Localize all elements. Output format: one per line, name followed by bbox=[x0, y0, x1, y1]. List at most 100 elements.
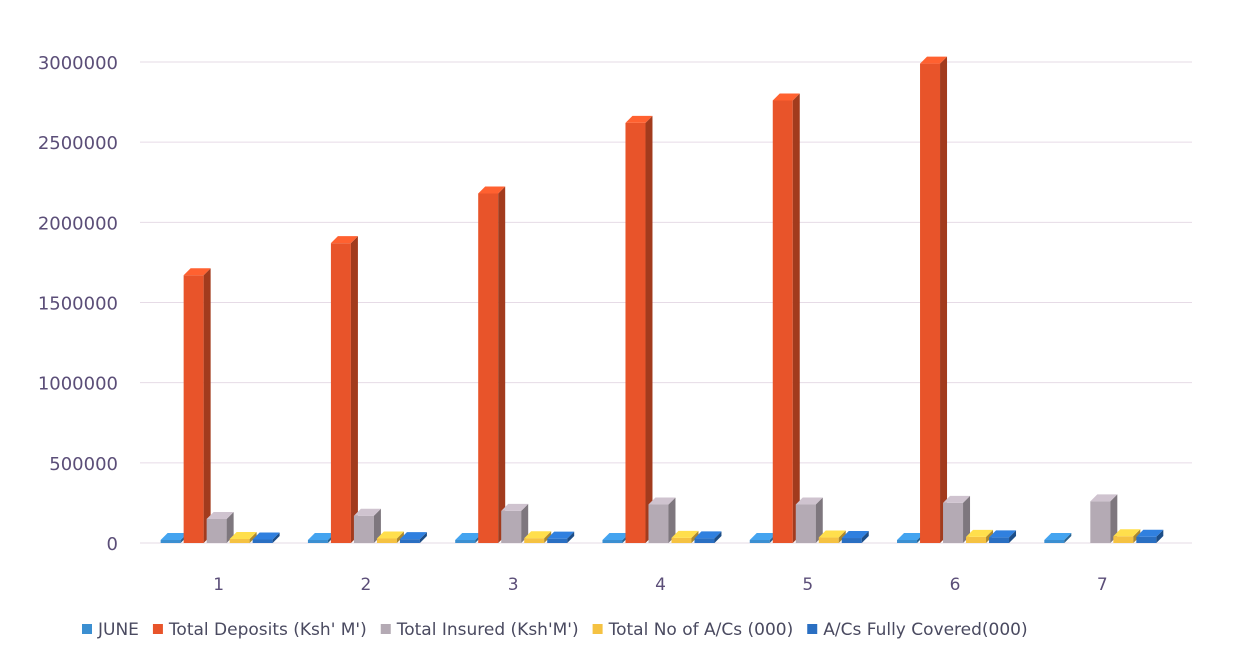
y-tick-label: 1000000 bbox=[38, 374, 118, 395]
legend-label: Total No of A/Cs (000) bbox=[608, 620, 794, 640]
bar-front bbox=[1113, 536, 1134, 543]
bar-top bbox=[160, 533, 188, 540]
y-tick-label: 2000000 bbox=[38, 213, 118, 234]
bar-front bbox=[989, 537, 1010, 543]
bar-top bbox=[183, 268, 211, 276]
x-tick-label: 3 bbox=[508, 575, 519, 595]
bar bbox=[1044, 533, 1072, 543]
bar-top bbox=[229, 531, 257, 539]
bar-side bbox=[1133, 529, 1141, 543]
bar-side bbox=[249, 531, 257, 543]
bar-top bbox=[818, 530, 846, 538]
bar-side bbox=[691, 530, 699, 543]
bar-top bbox=[602, 533, 630, 540]
bar bbox=[376, 531, 404, 543]
bar-side bbox=[1156, 529, 1164, 543]
legend-item: A/Cs Fully Covered(000) bbox=[807, 620, 1028, 640]
x-tick-label: 7 bbox=[1097, 575, 1108, 595]
bar-side bbox=[861, 531, 869, 543]
legend-swatch bbox=[82, 624, 92, 634]
bar-side bbox=[645, 115, 653, 543]
bar-top bbox=[1090, 494, 1118, 502]
bar-side bbox=[986, 529, 994, 543]
bar bbox=[648, 497, 676, 543]
bar-top bbox=[943, 495, 971, 503]
bar-front bbox=[772, 100, 793, 543]
bar-top bbox=[920, 56, 948, 64]
bar bbox=[671, 530, 699, 543]
bar-top bbox=[501, 503, 529, 511]
bar-side bbox=[940, 56, 948, 543]
bar-front bbox=[966, 536, 987, 543]
x-tick-label: 4 bbox=[655, 575, 666, 595]
bar-side bbox=[714, 531, 722, 543]
bar-top bbox=[376, 531, 404, 539]
bar-side bbox=[396, 531, 404, 543]
bar-front bbox=[524, 538, 545, 543]
bar bbox=[795, 497, 823, 543]
bar-front bbox=[501, 510, 522, 543]
bar bbox=[399, 532, 427, 543]
bar-front bbox=[671, 537, 692, 543]
x-tick-label: 5 bbox=[802, 575, 813, 595]
bar-front bbox=[920, 63, 941, 543]
bar-front bbox=[206, 518, 227, 543]
bar-front bbox=[307, 540, 328, 543]
bar-top bbox=[694, 531, 722, 539]
bar bbox=[966, 529, 994, 543]
bar-top bbox=[455, 533, 483, 540]
bar bbox=[478, 186, 506, 543]
bar bbox=[524, 531, 552, 543]
bar-top bbox=[841, 531, 869, 539]
bar-top bbox=[252, 532, 280, 540]
bar-front bbox=[547, 538, 568, 543]
bar bbox=[353, 508, 381, 543]
y-tick-label: 1500000 bbox=[38, 294, 118, 315]
bar bbox=[229, 531, 257, 543]
bar bbox=[183, 268, 211, 543]
bar bbox=[307, 533, 335, 543]
y-axis-ticks: 0 500000 1000000 1500000 2000000 2500000 30000… bbox=[38, 53, 118, 555]
bar-top bbox=[749, 533, 777, 540]
legend-swatch bbox=[152, 624, 163, 634]
x-tick-label: 6 bbox=[950, 575, 961, 595]
bar bbox=[160, 533, 188, 543]
bar-top bbox=[206, 511, 234, 519]
bar-front bbox=[1044, 540, 1065, 543]
bar-top bbox=[1044, 533, 1072, 540]
bar-top bbox=[399, 532, 427, 540]
y-tick-label: 0 bbox=[107, 534, 118, 555]
legend-label: JUNE bbox=[97, 620, 139, 640]
bar-top bbox=[524, 531, 552, 539]
bar-top bbox=[478, 186, 506, 194]
y-tick-label: 500000 bbox=[49, 454, 118, 475]
bar bbox=[818, 530, 846, 543]
bar-front bbox=[897, 540, 918, 543]
bar-top bbox=[330, 236, 358, 244]
bar-front bbox=[694, 538, 715, 543]
bar-top bbox=[795, 497, 823, 505]
bar-side bbox=[373, 508, 381, 543]
legend: JUNE Total Deposits (Ksh' M') Total Insure… bbox=[82, 620, 1028, 640]
bar bbox=[749, 533, 777, 543]
bar-front bbox=[1136, 536, 1157, 543]
bar-side bbox=[963, 495, 971, 543]
x-tick-label: 2 bbox=[361, 575, 372, 595]
bar bbox=[989, 530, 1017, 543]
bar-front bbox=[160, 540, 181, 543]
bar bbox=[625, 115, 653, 543]
bar bbox=[897, 533, 925, 543]
bar-front bbox=[795, 504, 816, 543]
bar-top bbox=[353, 508, 381, 516]
bar-front bbox=[376, 538, 397, 543]
bar bbox=[501, 503, 529, 543]
bar bbox=[252, 532, 280, 543]
bar-front bbox=[399, 539, 420, 543]
bar-front bbox=[229, 538, 250, 543]
bar-top bbox=[772, 93, 800, 101]
bar bbox=[547, 531, 575, 543]
legend-label: Total Deposits (Ksh' M') bbox=[168, 620, 367, 640]
bar-front bbox=[648, 504, 669, 543]
bar-side bbox=[272, 532, 280, 543]
